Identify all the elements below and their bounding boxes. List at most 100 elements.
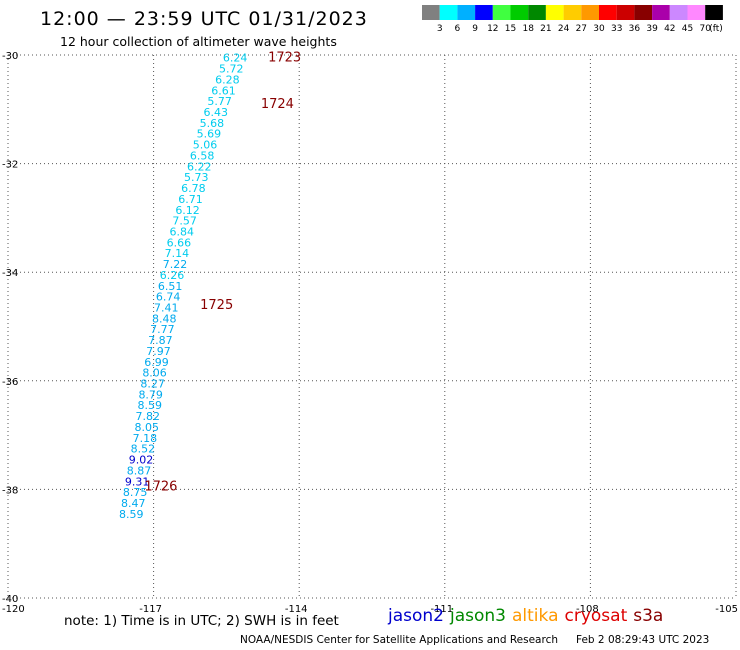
wave-height-point: 6.22 [187,160,212,173]
y-tick-label: -36 [2,377,18,388]
legend-label: 9 [472,24,478,34]
wave-height-point: 8.59 [119,508,144,521]
chart-title: 12:00 — 23:59 UTC 01/31/2023 [40,8,368,30]
satellite-label-jason2: jason2 [388,606,444,626]
legend-swatch [492,5,511,20]
wave-height-point: 6.43 [203,106,228,119]
wave-height-point: 8.79 [138,388,163,401]
wave-height-point: 9.31 [125,475,150,488]
legend-label: 18 [522,24,534,34]
x-tick-label: -120 [2,604,25,615]
legend-swatch [669,5,688,20]
legend-label: 12 [487,24,498,34]
wave-height-point: 6.71 [178,193,203,206]
legend-swatch [616,5,635,20]
satellite-label-cryosat: cryosat [564,606,628,626]
axis-ticks: -120 -117 -114 -111 -108 -105 -30 -32 -34 -36 -38 -… [2,51,738,615]
wave-height-point: 5.68 [200,117,225,130]
legend-label: 3 [437,24,443,34]
legend-label: 21 [540,24,551,34]
wave-height-point: 7.22 [163,258,188,271]
time-label: 1726 [144,480,177,495]
wave-height-point: 6.78 [181,182,206,195]
legend-swatch [510,5,529,20]
y-tick-label: -40 [2,594,18,605]
y-tick-label: -34 [2,268,18,279]
legend-swatch [545,5,564,20]
y-tick-label: -32 [2,160,18,171]
legend-label: 45 [682,24,693,34]
wave-height-point: 6.84 [169,225,194,238]
legend-swatch [528,5,546,20]
wave-height-point: 7.57 [172,215,197,228]
legend-swatch [475,5,493,20]
wave-height-point: 9.02 [129,454,154,467]
credit-line: NOAA/NESDIS Center for Satellite Applica… [240,634,709,646]
legend-swatch [634,5,653,20]
x-tick-label: -117 [139,604,162,615]
data-points: 6.245.726.286.615.776.435.685.695.066.58… [119,52,247,521]
legend-swatch [687,5,706,20]
wave-height-point: 7.82 [136,410,161,423]
footer-note: note: 1) Time is in UTC; 2) SWH is in fe… [64,613,339,629]
wave-height-point: 6.12 [175,204,200,217]
legend-label: 36 [629,24,641,34]
wave-height-point: 8.27 [140,378,165,391]
legend-label: 24 [558,24,570,34]
wave-height-point: 6.24 [223,52,248,65]
wave-height-point: 5.77 [207,95,232,108]
y-tick-label: -30 [2,51,18,62]
satellite-legend: jason2 jason3 altika cryosat s3a [388,606,669,626]
wave-height-point: 8.59 [137,399,162,412]
legend-label: 70 [699,24,711,34]
legend-swatch [457,5,476,20]
legend-swatch [563,5,582,20]
wave-height-point: 6.61 [211,84,236,97]
wave-height-point: 6.51 [158,280,183,293]
x-tick-label: -108 [576,604,599,615]
wave-height-point: 5.72 [219,63,244,76]
legend-swatch [599,5,617,20]
wave-height-point: 8.06 [142,367,167,380]
legend-label: 42 [664,24,675,34]
x-tick-label: -114 [285,604,308,615]
legend-label: 33 [611,24,622,34]
legend-swatch [439,5,458,20]
wave-height-point: 7.14 [165,247,190,260]
legend-swatch [422,5,440,20]
x-tick-label: -111 [430,604,453,615]
satellite-label-jason3: jason3 [450,606,506,626]
timestamp: Feb 2 08:29:43 UTC 2023 [576,634,710,646]
legend-label: 15 [505,24,516,34]
legend-label: 6 [455,24,461,34]
color-legend: 3 6 9 12 15 18 21 24 27 30 33 36 39 42 45 70(ft) [422,5,723,34]
wave-height-point: 5.06 [193,139,218,152]
legend-unit: (ft) [709,24,723,34]
x-tick-label: -105 [715,604,738,615]
satellite-label-s3a: s3a [633,606,664,626]
wave-height-point: 6.74 [156,291,181,304]
wave-height-point: 7.97 [146,345,171,358]
wave-height-point: 7.87 [148,334,173,347]
chart-subtitle: 12 hour collection of altimeter wave hei… [60,34,337,49]
grid-lines [7,54,737,599]
wave-height-point: 8.48 [152,312,177,325]
wave-height-point: 8.87 [127,464,152,477]
legend-label: 30 [593,24,605,34]
satellite-label-altika: altika [512,606,559,626]
wave-height-point: 6.99 [144,356,169,369]
legend-label: 27 [576,24,587,34]
wave-height-point: 6.66 [167,236,192,249]
wave-height-point: 5.73 [184,171,209,184]
wave-height-point: 6.58 [190,149,215,162]
time-label: 1723 [268,51,301,66]
wave-height-point: 5.69 [197,128,222,141]
wave-height-point: 8.75 [123,486,148,499]
wave-height-point: 7.18 [133,432,158,445]
legend-swatch [652,5,670,20]
wave-height-point: 8.05 [135,421,160,434]
legend-swatch [581,5,599,20]
wave-height-point: 6.26 [160,269,185,282]
time-labels: 1723 1724 1725 1726 [144,51,301,495]
